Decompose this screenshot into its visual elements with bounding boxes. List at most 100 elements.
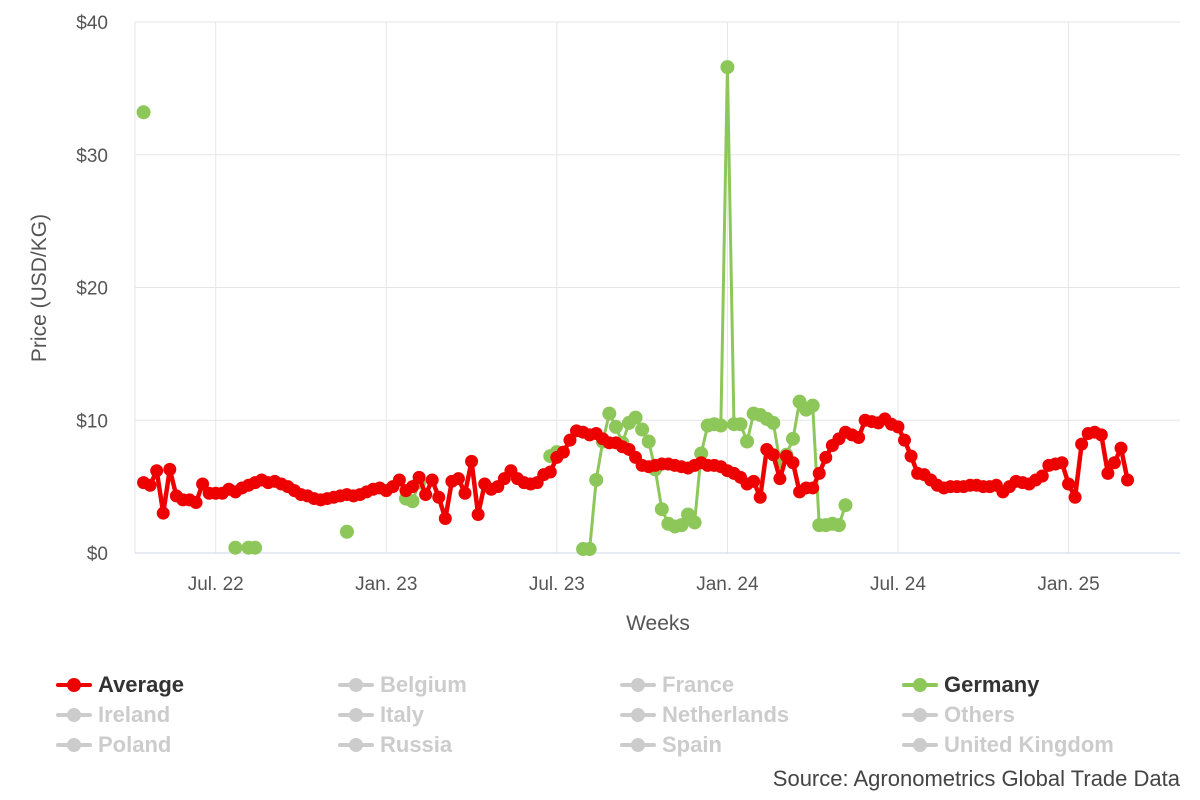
series-layer	[136, 60, 1135, 557]
data-point	[1107, 456, 1121, 470]
price-chart: $0 $10 $20 $30 $40 Jul. 22 Jan. 23 Jul. 23 Jan.…	[28, 13, 1180, 635]
legend-label: Belgium	[380, 672, 467, 697]
x-axis-title: Weeks	[626, 612, 690, 635]
data-point	[196, 477, 210, 491]
data-point	[687, 515, 702, 530]
legend-label: Poland	[98, 732, 172, 757]
legend-item-united-kingdom[interactable]: United Kingdom	[900, 730, 1114, 760]
data-point	[766, 415, 781, 430]
legend-label: Italy	[380, 702, 425, 727]
legend-symbol-icon	[54, 705, 94, 725]
legend-item-others[interactable]: Others	[900, 700, 1015, 730]
series-segment	[160, 467, 173, 516]
legend-label: United Kingdom	[944, 732, 1114, 757]
series-average	[137, 412, 1135, 525]
data-point	[694, 446, 709, 461]
data-point	[419, 488, 433, 502]
y-tick-label: $0	[87, 544, 108, 565]
data-point	[1062, 477, 1076, 491]
legend-symbol-icon	[900, 735, 940, 755]
legend-symbol-icon	[618, 705, 658, 725]
data-point	[563, 433, 577, 447]
data-point	[608, 419, 623, 434]
data-point	[458, 486, 472, 500]
data-point	[432, 490, 446, 504]
legend-item-netherlands[interactable]: Netherlands	[618, 700, 789, 730]
data-point	[747, 474, 761, 488]
data-point	[156, 506, 170, 520]
legend-label: Average	[98, 672, 185, 697]
legend-label: Germany	[944, 672, 1040, 697]
data-point	[904, 449, 918, 463]
data-point	[720, 60, 735, 75]
legend-item-average[interactable]: Average	[54, 670, 184, 700]
data-point	[891, 420, 905, 434]
legend-symbol-icon	[618, 675, 658, 695]
legend-symbol-icon	[900, 675, 940, 695]
data-point	[471, 508, 485, 522]
legend-symbol-icon	[54, 675, 94, 695]
data-point	[136, 105, 151, 120]
legend-symbol-icon	[900, 705, 940, 725]
data-point	[425, 473, 439, 487]
legend-item-poland[interactable]: Poland	[54, 730, 171, 760]
data-point	[806, 481, 820, 495]
legend-dot	[349, 708, 363, 722]
data-point	[248, 540, 263, 555]
data-point	[753, 490, 767, 504]
legend-item-italy[interactable]: Italy	[336, 700, 424, 730]
data-point	[831, 518, 846, 533]
series-segment	[1072, 441, 1084, 500]
legend-symbol-icon	[336, 705, 376, 725]
data-point	[786, 431, 800, 446]
legend-dot	[631, 708, 645, 722]
data-point	[406, 480, 420, 494]
data-point	[766, 448, 780, 462]
data-point	[812, 466, 826, 480]
legend-item-ireland[interactable]: Ireland	[54, 700, 170, 730]
y-tick-label: $30	[76, 146, 108, 167]
data-point	[465, 454, 479, 468]
data-point	[543, 465, 557, 479]
data-point	[628, 410, 643, 425]
x-tick-label: Jul. 24	[870, 574, 926, 595]
source-credit: Source: Agronometrics Global Trade Data	[772, 766, 1180, 791]
data-point	[838, 498, 853, 513]
legend-item-belgium[interactable]: Belgium	[336, 670, 467, 700]
legend-item-spain[interactable]: Spain	[618, 730, 722, 760]
legend-dot	[349, 738, 363, 752]
data-point	[733, 417, 748, 432]
legend-symbol-icon	[336, 735, 376, 755]
data-point	[189, 496, 203, 510]
data-point	[438, 511, 452, 525]
legend-dot	[631, 738, 645, 752]
legend-label: Others	[944, 702, 1015, 727]
legend-dot	[913, 708, 927, 722]
data-point	[143, 478, 157, 492]
data-point	[589, 472, 604, 487]
data-point	[405, 494, 420, 509]
data-point	[339, 524, 354, 539]
data-point	[150, 464, 164, 478]
data-point	[1068, 490, 1082, 504]
legend-item-russia[interactable]: Russia	[336, 730, 452, 760]
data-point	[1055, 456, 1069, 470]
y-tick-label: $40	[76, 13, 108, 34]
legend-item-germany[interactable]: Germany	[900, 670, 1039, 700]
legend-item-france[interactable]: France	[618, 670, 734, 700]
data-point	[819, 450, 833, 464]
legend-label: Russia	[380, 732, 453, 757]
data-point	[582, 542, 597, 557]
data-point	[1114, 441, 1128, 455]
data-point	[786, 456, 800, 470]
series-segment	[811, 404, 821, 527]
legend-dot	[67, 738, 81, 752]
legend-dot	[913, 738, 927, 752]
legend-dot	[67, 708, 81, 722]
data-point	[740, 434, 755, 449]
y-axis: $0 $10 $20 $30 $40	[76, 13, 108, 565]
x-tick-label: Jan. 24	[696, 574, 759, 595]
series-segment	[757, 447, 770, 500]
series-segment	[719, 65, 729, 428]
data-point	[641, 434, 656, 449]
